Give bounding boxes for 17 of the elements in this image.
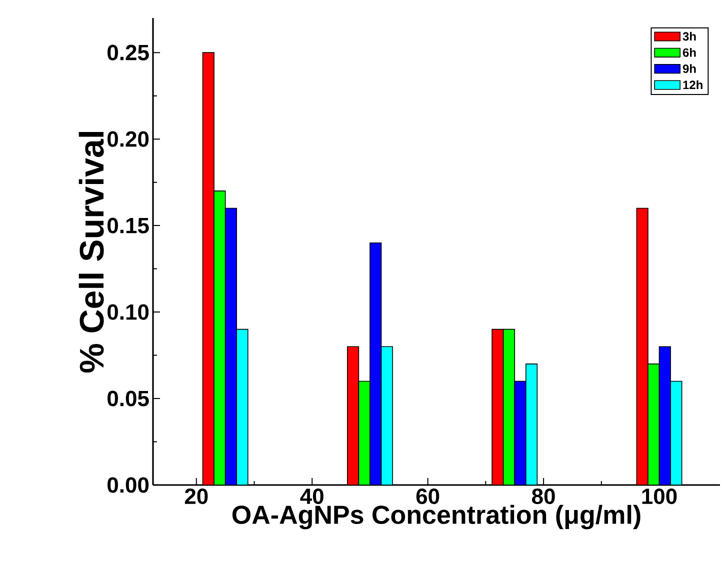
x-tick-label: 40 <box>300 488 324 504</box>
x-tick-label: 100 <box>642 488 677 504</box>
y-tick-label: 0.25 <box>108 44 149 60</box>
y-axis-title: % Cell Survival <box>78 132 104 373</box>
y-tick-label: 0.15 <box>108 218 149 234</box>
x-tick-label: 60 <box>416 488 440 504</box>
legend-label: 6h <box>682 48 696 57</box>
y-tick-label: 0.05 <box>108 390 149 406</box>
x-tick-label: 80 <box>532 488 555 504</box>
y-tick-label: 0.20 <box>108 131 149 147</box>
legend-label: 12h <box>683 80 702 90</box>
legend-label: 9h <box>682 64 696 73</box>
legend-label: 3h <box>682 32 696 41</box>
x-axis-title: OA-AgNPs Concentration (μg/ml) <box>232 504 640 530</box>
x-tick-label: 20 <box>184 488 208 504</box>
y-tick-label: 0.00 <box>108 477 149 493</box>
y-tick-label: 0.10 <box>108 304 149 320</box>
